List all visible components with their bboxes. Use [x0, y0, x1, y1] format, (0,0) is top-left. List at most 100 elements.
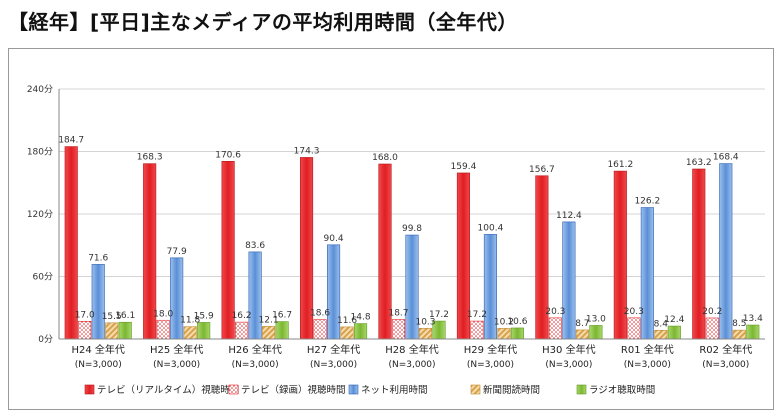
bar-3: [91, 264, 105, 340]
x-tick-sample-label: (N=3,000): [232, 360, 279, 370]
chart-frame: 184.7 17.0 71.6 15.5 16.1 168.3 18.0 77.9 11.8 15…: [8, 48, 774, 410]
y-tick-label: 240分: [27, 84, 53, 95]
legend-label: ネット利用時間: [361, 384, 428, 396]
data-label: 156.7: [529, 165, 555, 175]
bar-3: [248, 251, 262, 340]
legend-swatch: [576, 384, 587, 395]
x-tick-label: H28 全年代: [385, 343, 438, 356]
data-label: 20.3: [545, 307, 565, 317]
x-tick-sample-label: (N=3,000): [310, 360, 357, 370]
bar-3: [640, 207, 654, 340]
bar-4: [732, 329, 746, 340]
data-label: 18.7: [388, 309, 408, 319]
legend-swatch: [470, 384, 481, 395]
data-label: 20.3: [624, 307, 644, 317]
bar-2: [313, 319, 327, 340]
data-label: 12.1: [259, 315, 279, 325]
bar-4: [654, 329, 668, 340]
data-label: 99.8: [402, 224, 422, 234]
bar-5: [589, 325, 603, 340]
data-label: 20.2: [702, 307, 722, 317]
data-label: 8.5: [732, 319, 746, 329]
x-tick-label: H27 全年代: [307, 343, 360, 356]
data-label: 10.6: [507, 317, 527, 327]
data-label: 161.2: [607, 160, 633, 170]
x-tick-label: R01 全年代: [621, 343, 674, 356]
legend-swatch: [348, 384, 359, 395]
data-label: 13.0: [586, 314, 606, 324]
data-label: 11.8: [180, 316, 200, 326]
chart-title: 【経年】[平日]主なメディアの平均利用時間（全年代）: [8, 10, 518, 34]
x-tick-sample-label: (N=3,000): [624, 360, 671, 370]
data-label: 17.2: [467, 310, 487, 320]
bar-5: [667, 325, 681, 340]
x-tick-label: H25 全年代: [150, 343, 203, 356]
data-label: 71.6: [88, 253, 108, 263]
y-tick-label: 0分: [38, 334, 53, 345]
bar-2: [235, 321, 249, 340]
bar-chart: 184.717.071.615.516.1168.318.077.911.815…: [27, 84, 765, 396]
bar-2: [705, 317, 719, 340]
data-label: 168.0: [372, 153, 398, 163]
x-tick-label: H29 全年代: [464, 343, 517, 356]
bar-4: [262, 326, 276, 340]
x-tick-sample-label: (N=3,000): [75, 360, 122, 370]
bar-5: [118, 321, 132, 340]
data-label: 170.6: [215, 150, 241, 160]
bar-4: [497, 328, 511, 340]
legend-swatch: [84, 384, 95, 395]
legend-swatch: [228, 384, 239, 395]
data-label: 10.3: [415, 317, 435, 327]
data-label: 83.6: [245, 241, 265, 251]
bar-2: [156, 319, 170, 340]
bar-4: [418, 327, 433, 340]
data-label: 8.4: [654, 319, 669, 329]
data-label: 17.0: [75, 310, 95, 320]
bar-4: [575, 329, 589, 340]
data-label: 112.4: [556, 211, 582, 221]
data-label: 18.6: [310, 309, 330, 319]
data-label: 16.2: [232, 311, 252, 321]
data-label: 13.4: [743, 314, 763, 324]
x-tick-sample-label: (N=3,000): [545, 360, 592, 370]
bar-3: [170, 257, 184, 340]
bar-5: [510, 327, 524, 340]
y-tick-label: 60分: [33, 272, 53, 283]
x-tick-sample-label: (N=3,000): [388, 360, 435, 370]
data-label: 18.0: [153, 309, 173, 319]
data-label: 16.7: [272, 311, 292, 321]
x-tick-sample-label: (N=3,000): [153, 360, 200, 370]
x-tick-sample-label: (N=3,000): [702, 360, 749, 370]
data-label: 17.2: [429, 310, 449, 320]
data-label: 159.4: [451, 162, 477, 172]
bar-2: [470, 320, 484, 340]
x-tick-sample-label: (N=3,000): [467, 360, 514, 370]
data-label: 168.3: [137, 153, 163, 163]
data-label: 90.4: [324, 234, 344, 244]
bar-4: [340, 326, 354, 340]
legend-label: テレビ（リアルタイム）視聴時間: [97, 384, 239, 396]
bar-2: [627, 317, 641, 340]
bar-2: [548, 317, 562, 340]
bar-2: [78, 320, 92, 340]
legend-label: ラジオ聴取時間: [589, 385, 655, 396]
bar-4: [105, 322, 119, 340]
bar-3: [562, 221, 576, 340]
legend-label: 新聞閲読時間: [483, 384, 540, 396]
data-label: 15.5: [102, 312, 122, 322]
data-label: 8.7: [575, 319, 589, 329]
data-label: 11.6: [337, 316, 357, 326]
data-label: 12.4: [664, 315, 684, 325]
data-label: 163.2: [686, 158, 712, 168]
x-tick-label: H24 全年代: [72, 343, 125, 356]
data-label: 184.7: [58, 136, 84, 146]
data-label: 10.2: [494, 317, 514, 327]
data-label: 100.4: [478, 223, 504, 233]
data-label: 168.4: [713, 153, 739, 163]
data-label: 16.1: [115, 311, 135, 321]
x-tick-label: H30 全年代: [542, 343, 595, 356]
y-tick-label: 120分: [27, 209, 53, 220]
data-label: 14.8: [351, 313, 371, 323]
bar-2: [391, 319, 406, 340]
x-tick-label: R02 全年代: [699, 343, 752, 356]
